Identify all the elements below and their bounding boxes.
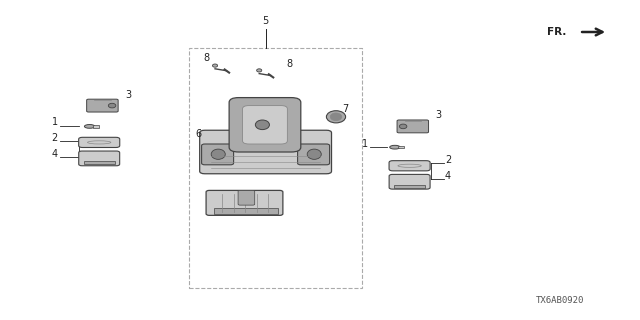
FancyBboxPatch shape — [389, 174, 430, 189]
Bar — [398, 146, 404, 148]
Ellipse shape — [399, 124, 407, 129]
FancyBboxPatch shape — [86, 99, 118, 112]
FancyBboxPatch shape — [229, 98, 301, 152]
FancyBboxPatch shape — [200, 130, 332, 174]
Ellipse shape — [307, 149, 321, 159]
Text: 4: 4 — [51, 149, 58, 159]
Ellipse shape — [212, 64, 218, 67]
Bar — [394, 185, 425, 188]
Text: 2: 2 — [51, 133, 58, 143]
Text: 8: 8 — [204, 52, 210, 63]
Text: 1: 1 — [362, 139, 368, 148]
FancyBboxPatch shape — [206, 190, 283, 215]
Text: 4: 4 — [445, 171, 451, 181]
Bar — [189, 48, 362, 288]
Text: 5: 5 — [262, 16, 269, 26]
Ellipse shape — [84, 124, 95, 128]
Ellipse shape — [108, 103, 116, 108]
FancyBboxPatch shape — [243, 106, 287, 144]
Text: 7: 7 — [342, 104, 349, 114]
Ellipse shape — [211, 149, 225, 159]
Ellipse shape — [255, 120, 269, 130]
FancyBboxPatch shape — [298, 144, 330, 165]
Ellipse shape — [330, 113, 342, 121]
Ellipse shape — [257, 69, 262, 72]
Text: FR.: FR. — [547, 27, 566, 37]
FancyBboxPatch shape — [238, 190, 255, 205]
FancyBboxPatch shape — [389, 161, 430, 171]
Text: 3: 3 — [125, 90, 131, 100]
Text: 2: 2 — [445, 155, 451, 165]
Ellipse shape — [326, 111, 346, 123]
Text: 6: 6 — [195, 129, 202, 140]
Text: TX6AB0920: TX6AB0920 — [536, 296, 584, 305]
FancyBboxPatch shape — [397, 120, 429, 133]
Bar — [84, 161, 115, 164]
Text: 3: 3 — [435, 110, 442, 120]
Bar — [214, 208, 278, 214]
FancyBboxPatch shape — [79, 137, 120, 148]
Bar — [93, 125, 99, 128]
Ellipse shape — [390, 145, 400, 149]
Text: 8: 8 — [287, 59, 293, 69]
Text: 1: 1 — [51, 117, 58, 127]
FancyBboxPatch shape — [202, 144, 234, 165]
FancyBboxPatch shape — [79, 151, 120, 166]
